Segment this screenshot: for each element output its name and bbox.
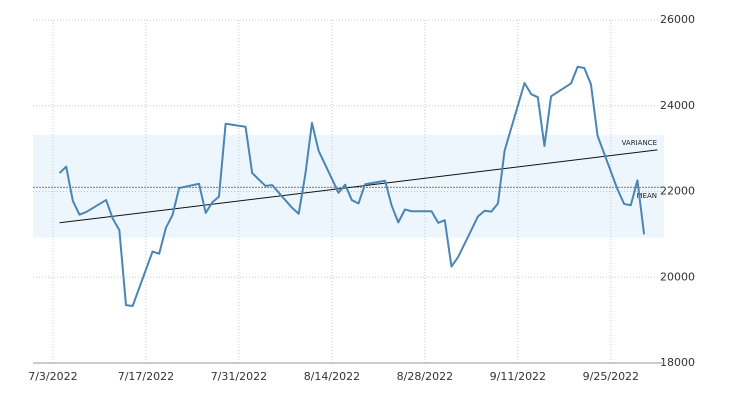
x-tick-label: 9/11/2022 [490, 370, 546, 383]
y-tick-label: 18000 [660, 356, 695, 369]
x-tick-label: 9/25/2022 [583, 370, 639, 383]
x-tick-label: 8/28/2022 [397, 370, 453, 383]
trend-line [59, 149, 658, 224]
y-tick-label: 20000 [660, 270, 695, 283]
y-tick-label: 26000 [660, 13, 695, 26]
x-tick-label: 8/14/2022 [304, 370, 360, 383]
variance-label: VARIANCE [622, 139, 657, 147]
x-tick-label: 7/17/2022 [118, 370, 174, 383]
y-tick-label: 24000 [660, 99, 695, 112]
x-tick-label: 7/31/2022 [211, 370, 267, 383]
mean-label: MEAN [637, 192, 658, 200]
x-tick-label: 7/3/2022 [28, 370, 77, 383]
data-line [58, 65, 646, 307]
y-tick-label: 22000 [660, 185, 695, 198]
variance-band [33, 134, 664, 238]
